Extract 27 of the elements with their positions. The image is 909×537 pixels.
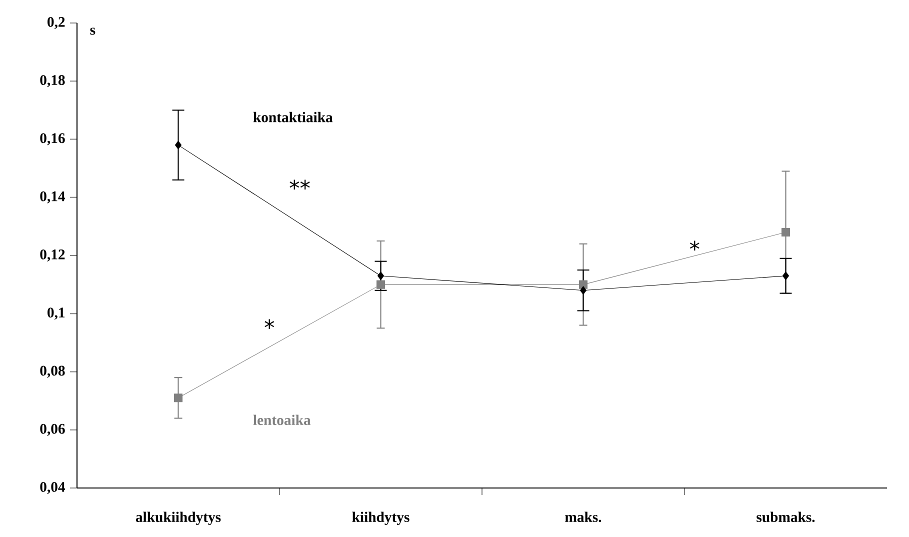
y-axis-title: s bbox=[90, 28, 96, 35]
y-tick-label: 0,12 bbox=[40, 249, 65, 262]
point bbox=[376, 280, 386, 289]
x-tick-label: alkukiihdytys bbox=[136, 512, 221, 526]
point bbox=[782, 272, 790, 280]
y-tick-label: 0,18 bbox=[40, 75, 65, 88]
y-tick-label: 0,06 bbox=[40, 424, 65, 436]
point bbox=[377, 272, 384, 280]
point bbox=[578, 280, 588, 289]
point bbox=[781, 228, 790, 237]
annotation: * bbox=[690, 240, 700, 250]
y-tick-label: 0,08 bbox=[40, 366, 65, 378]
x-tick-label: kiihdytys bbox=[352, 512, 410, 526]
text: lentoaika bbox=[253, 414, 311, 426]
y-tick-label: 0,04 bbox=[40, 482, 66, 494]
annotation: * bbox=[264, 319, 274, 329]
point bbox=[174, 394, 183, 402]
y-tick-label: 0,2 bbox=[48, 16, 65, 30]
y-tick-label: 0,14 bbox=[40, 191, 66, 204]
point bbox=[580, 286, 587, 295]
x-tick-label: submaks. bbox=[756, 512, 815, 522]
y-tick-label: 0,1 bbox=[48, 308, 65, 320]
y-tick-label: 0,16 bbox=[40, 133, 65, 146]
point bbox=[174, 140, 182, 150]
x-tick-label: maks. bbox=[565, 512, 602, 522]
annotation: ** bbox=[290, 180, 310, 190]
text: kontaktiaika bbox=[253, 112, 333, 122]
